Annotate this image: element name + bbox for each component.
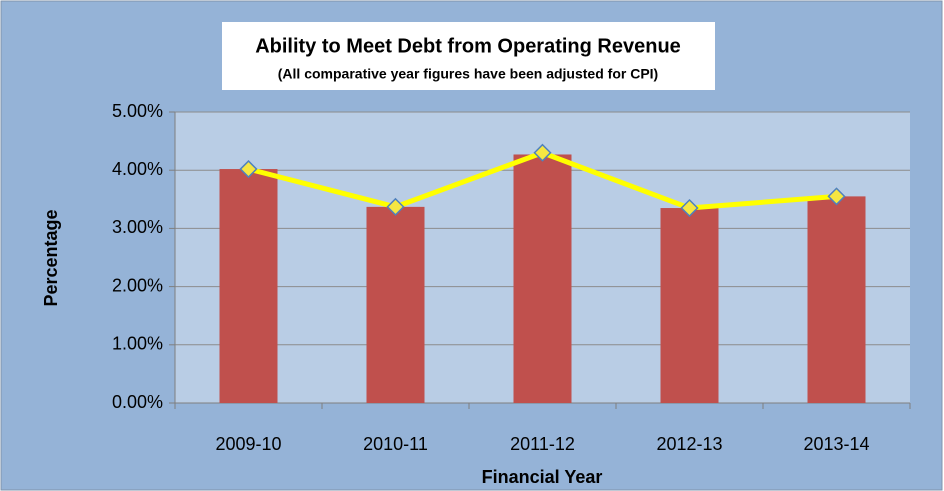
x-tick-label: 2011-12 bbox=[510, 434, 575, 454]
y-tick-label: 1.00% bbox=[112, 334, 163, 354]
marker bbox=[680, 198, 699, 218]
marker bbox=[827, 187, 846, 206]
x-tick-label: 2010-11 bbox=[363, 434, 428, 454]
y-tick-label: 4.00% bbox=[112, 159, 163, 179]
y-tick-label: 3.00% bbox=[112, 217, 163, 237]
bar bbox=[807, 196, 866, 403]
title-box bbox=[222, 22, 715, 90]
x-axis-label: Financial Year bbox=[482, 467, 603, 487]
y-axis-label: Percentage bbox=[41, 209, 61, 306]
y-tick-label: 2.00% bbox=[112, 275, 163, 295]
y-tick-label: 5.00% bbox=[112, 101, 163, 121]
bar bbox=[219, 169, 278, 403]
marker bbox=[533, 143, 552, 162]
bar bbox=[513, 154, 572, 403]
marker bbox=[386, 197, 405, 216]
bar bbox=[366, 206, 425, 403]
chart-title: Ability to Meet Debt from Operating Reve… bbox=[255, 35, 681, 57]
chart-subtitle: (All comparative year figures have been … bbox=[278, 66, 658, 82]
x-tick-label: 2012-13 bbox=[656, 434, 722, 454]
x-tick-label: 2009-10 bbox=[215, 434, 281, 454]
y-tick-label: 0.00% bbox=[112, 392, 163, 412]
marker bbox=[239, 159, 258, 179]
x-tick-label: 2013-14 bbox=[803, 434, 869, 454]
bar bbox=[660, 208, 719, 403]
